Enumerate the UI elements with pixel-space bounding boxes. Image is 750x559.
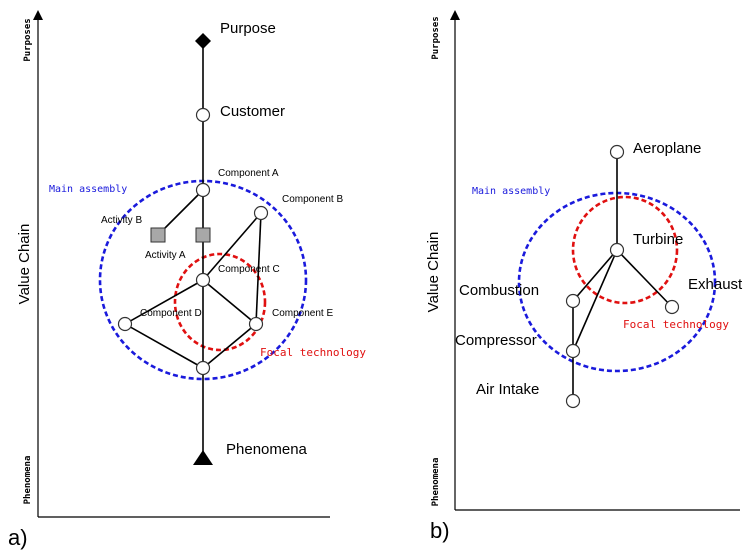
y-axis-arrow-b bbox=[450, 10, 460, 20]
component-a-node bbox=[195, 182, 211, 198]
activity-a-node bbox=[195, 227, 211, 243]
combustion-label: Combustion bbox=[459, 282, 539, 299]
y-axis-arrow-a bbox=[33, 10, 43, 20]
exhaust-node bbox=[664, 299, 680, 315]
turbine-label: Turbine bbox=[633, 231, 683, 248]
purposes-label-b: Purposes bbox=[431, 16, 441, 59]
component-e-node bbox=[248, 316, 264, 332]
component-b-node bbox=[253, 205, 269, 221]
activity-a-label: Activity A bbox=[145, 250, 186, 261]
panel-a: Value Chain Purposes Phenomena a) bbox=[8, 10, 366, 550]
aeroplane-label: Aeroplane bbox=[633, 140, 701, 157]
component-b-label: Component B bbox=[282, 194, 343, 205]
aeroplane-node bbox=[609, 144, 625, 160]
junction-node bbox=[195, 360, 211, 376]
value-chain-label-b: Value Chain bbox=[425, 232, 442, 313]
phenomena-label: Phenomena bbox=[226, 441, 308, 458]
purpose-label: Purpose bbox=[220, 20, 276, 37]
component-c-label: Component C bbox=[218, 264, 280, 275]
combustion-node bbox=[565, 293, 581, 309]
component-a-label: Component A bbox=[218, 168, 279, 179]
compressor-label: Compressor bbox=[455, 332, 537, 349]
edges-b bbox=[572, 152, 673, 401]
activity-b-node bbox=[150, 227, 166, 243]
exhaust-label: Exhaust bbox=[688, 276, 743, 293]
focal-technology-label-a: Focal technology bbox=[260, 346, 366, 359]
phenomena-node bbox=[193, 450, 213, 465]
component-e-label: Component E bbox=[272, 308, 333, 319]
component-d-node bbox=[117, 316, 133, 332]
panel-tag-a: a) bbox=[8, 525, 28, 550]
focal-technology-ring-b bbox=[571, 195, 679, 305]
focal-technology-ring-a bbox=[173, 252, 267, 352]
customer-node bbox=[195, 107, 211, 123]
air-intake-node bbox=[565, 393, 581, 409]
focal-technology-label-b: Focal technology bbox=[623, 318, 729, 331]
purpose-node bbox=[195, 33, 211, 49]
main-assembly-label-b: Main assembly bbox=[472, 186, 550, 197]
activity-b-label: Activity B bbox=[101, 215, 142, 226]
air-intake-label: Air Intake bbox=[476, 381, 539, 398]
panel-tag-b: b) bbox=[430, 518, 450, 543]
main-assembly-label-a: Main assembly bbox=[49, 184, 127, 195]
component-d-label: Component D bbox=[140, 308, 202, 319]
purposes-label-a: Purposes bbox=[23, 18, 33, 61]
phenomena-axis-label-b: Phenomena bbox=[431, 458, 441, 507]
component-c-node bbox=[195, 272, 211, 288]
panel-b: Value Chain Purposes Phenomena b) Aeropl… bbox=[425, 10, 743, 543]
turbine-node bbox=[609, 242, 625, 258]
phenomena-axis-label-a: Phenomena bbox=[23, 456, 33, 505]
value-chain-label-a: Value Chain bbox=[16, 224, 33, 305]
compressor-node bbox=[565, 343, 581, 359]
customer-label: Customer bbox=[220, 103, 285, 120]
